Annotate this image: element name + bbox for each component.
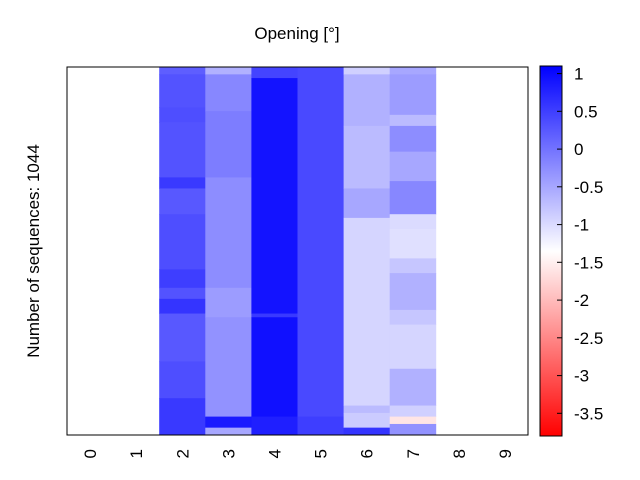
heatmap-cell-col7-seg10: [389, 309, 437, 325]
heatmap-cell-col7-seg5: [389, 181, 437, 215]
heatmap-cell-col4-seg1: [251, 78, 298, 314]
heatmap-cell-col4-seg4: [251, 416, 298, 436]
x-tick-label-9: 9: [496, 449, 515, 458]
heatmap-cell-col6-seg6: [343, 412, 391, 429]
heatmap-cell-col2-seg11: [159, 361, 206, 399]
colorbar-tick-label: -3.5: [574, 404, 603, 423]
heatmap-cell-col7-seg15: [389, 423, 437, 436]
heatmap-cell-col2-seg10: [159, 313, 206, 362]
heatmap-cell-col3-seg5: [205, 317, 252, 417]
heatmap-cell-col2-seg12: [159, 398, 206, 436]
heatmap-cell-col6-seg0: [343, 67, 391, 75]
colorbar-ticks: 1 0.5 0 -0.5 -1 -1.5 -2 -2.5 -3 -3.5: [557, 65, 603, 423]
heatmap-cell-col7-seg6: [389, 214, 437, 230]
plot-frame: [66, 66, 529, 436]
x-tick-labels: 0 1 2 3 4 5 6 7 8 9: [81, 449, 515, 458]
x-tick-label-2: 2: [173, 449, 192, 458]
chart-title: Opening [°]: [254, 24, 339, 43]
heatmap-cell-col7-seg12: [389, 368, 437, 406]
heatmap-cell-col3-seg0: [205, 67, 252, 75]
heatmap-cell-col4-seg0: [251, 67, 298, 79]
heatmap-cell-col2-seg8: [159, 287, 206, 300]
heatmap-cell-col7-seg2: [389, 114, 437, 127]
heatmap-cell-col2-seg4: [159, 177, 206, 189]
x-tick-label-1: 1: [127, 449, 146, 458]
x-tick-label-7: 7: [404, 449, 423, 458]
x-tick-label-8: 8: [450, 449, 469, 458]
heatmap-cell-col6-seg3: [343, 188, 391, 219]
heatmap-cell-col3-seg2: [205, 111, 252, 178]
colorbar: [539, 65, 563, 437]
heatmap-cell-col7-seg1: [389, 74, 437, 116]
colorbar-tick-label: 1: [574, 65, 583, 84]
x-tick-label-6: 6: [358, 449, 377, 458]
x-tick-label-5: 5: [312, 449, 331, 458]
colorbar-tick-label: -2.5: [574, 329, 603, 348]
heatmap-cell-col3-seg3: [205, 177, 252, 289]
heatmap-cell-col4-seg2: [251, 313, 298, 318]
x-tick-label-3: 3: [219, 449, 238, 458]
heatmap-cell-col5-seg0: [297, 67, 344, 417]
x-tick-label-4: 4: [266, 449, 285, 458]
heatmap-cell-col7-seg9: [389, 273, 437, 311]
y-axis-label: Number of sequences: 1044: [24, 144, 43, 358]
heatmap-cell-col2-seg2: [159, 107, 206, 123]
heatmap-cell-col3-seg7: [205, 427, 252, 436]
heatmap-cell-col7-seg11: [389, 324, 437, 370]
colorbar-tick-label: 0.5: [574, 102, 598, 121]
heatmap-cell-col2-seg6: [159, 214, 206, 270]
x-tick-label-0: 0: [81, 449, 100, 458]
heatmap-cell-col3-seg1: [205, 74, 252, 112]
colorbar-tick-label: 0: [574, 140, 583, 159]
heatmap-cell-col6-seg5: [343, 405, 391, 414]
heatmap-cell-col7-seg7: [389, 228, 437, 259]
colorbar-tick-label: -0.5: [574, 178, 603, 197]
heatmap-cell-col2-seg1: [159, 74, 206, 108]
heatmap-cell-col7-seg13: [389, 405, 437, 417]
heatmap-cell-col7-seg8: [389, 258, 437, 274]
heatmap-cell-col2-seg0: [159, 67, 206, 75]
heatmap-cell-col2-seg5: [159, 188, 206, 215]
colorbar-tick-label: -3: [574, 367, 589, 386]
heatmap-cell-col2-seg7: [159, 269, 206, 289]
heatmap-cell-col2-seg9: [159, 298, 206, 314]
colorbar-tick-label: -1: [574, 216, 589, 235]
heatmap-cell-col6-seg2: [343, 125, 391, 189]
heatmap-cell-col7-seg3: [389, 125, 437, 153]
heatmap-cell-col6-seg4: [343, 217, 391, 406]
heatmap-cell-col6-seg1: [343, 74, 391, 127]
colorbar-tick-label: -1.5: [574, 253, 603, 272]
heatmap-cell-col7-seg0: [389, 67, 437, 75]
heatmap-cell-col3-seg6: [205, 416, 252, 429]
heatmap-cell-col5-seg1: [297, 416, 344, 436]
heatmap-plot-area: [159, 67, 437, 436]
heatmap-cell-col3-seg4: [205, 287, 252, 318]
heatmap-cell-col4-seg3: [251, 317, 298, 417]
heatmap-cell-col7-seg14: [389, 416, 437, 425]
colorbar-tick-label: -2: [574, 291, 589, 310]
heatmap-cell-col2-seg3: [159, 122, 206, 178]
heatmap-cell-col7-seg4: [389, 151, 437, 182]
heatmap-cell-col6-seg7: [343, 427, 391, 436]
